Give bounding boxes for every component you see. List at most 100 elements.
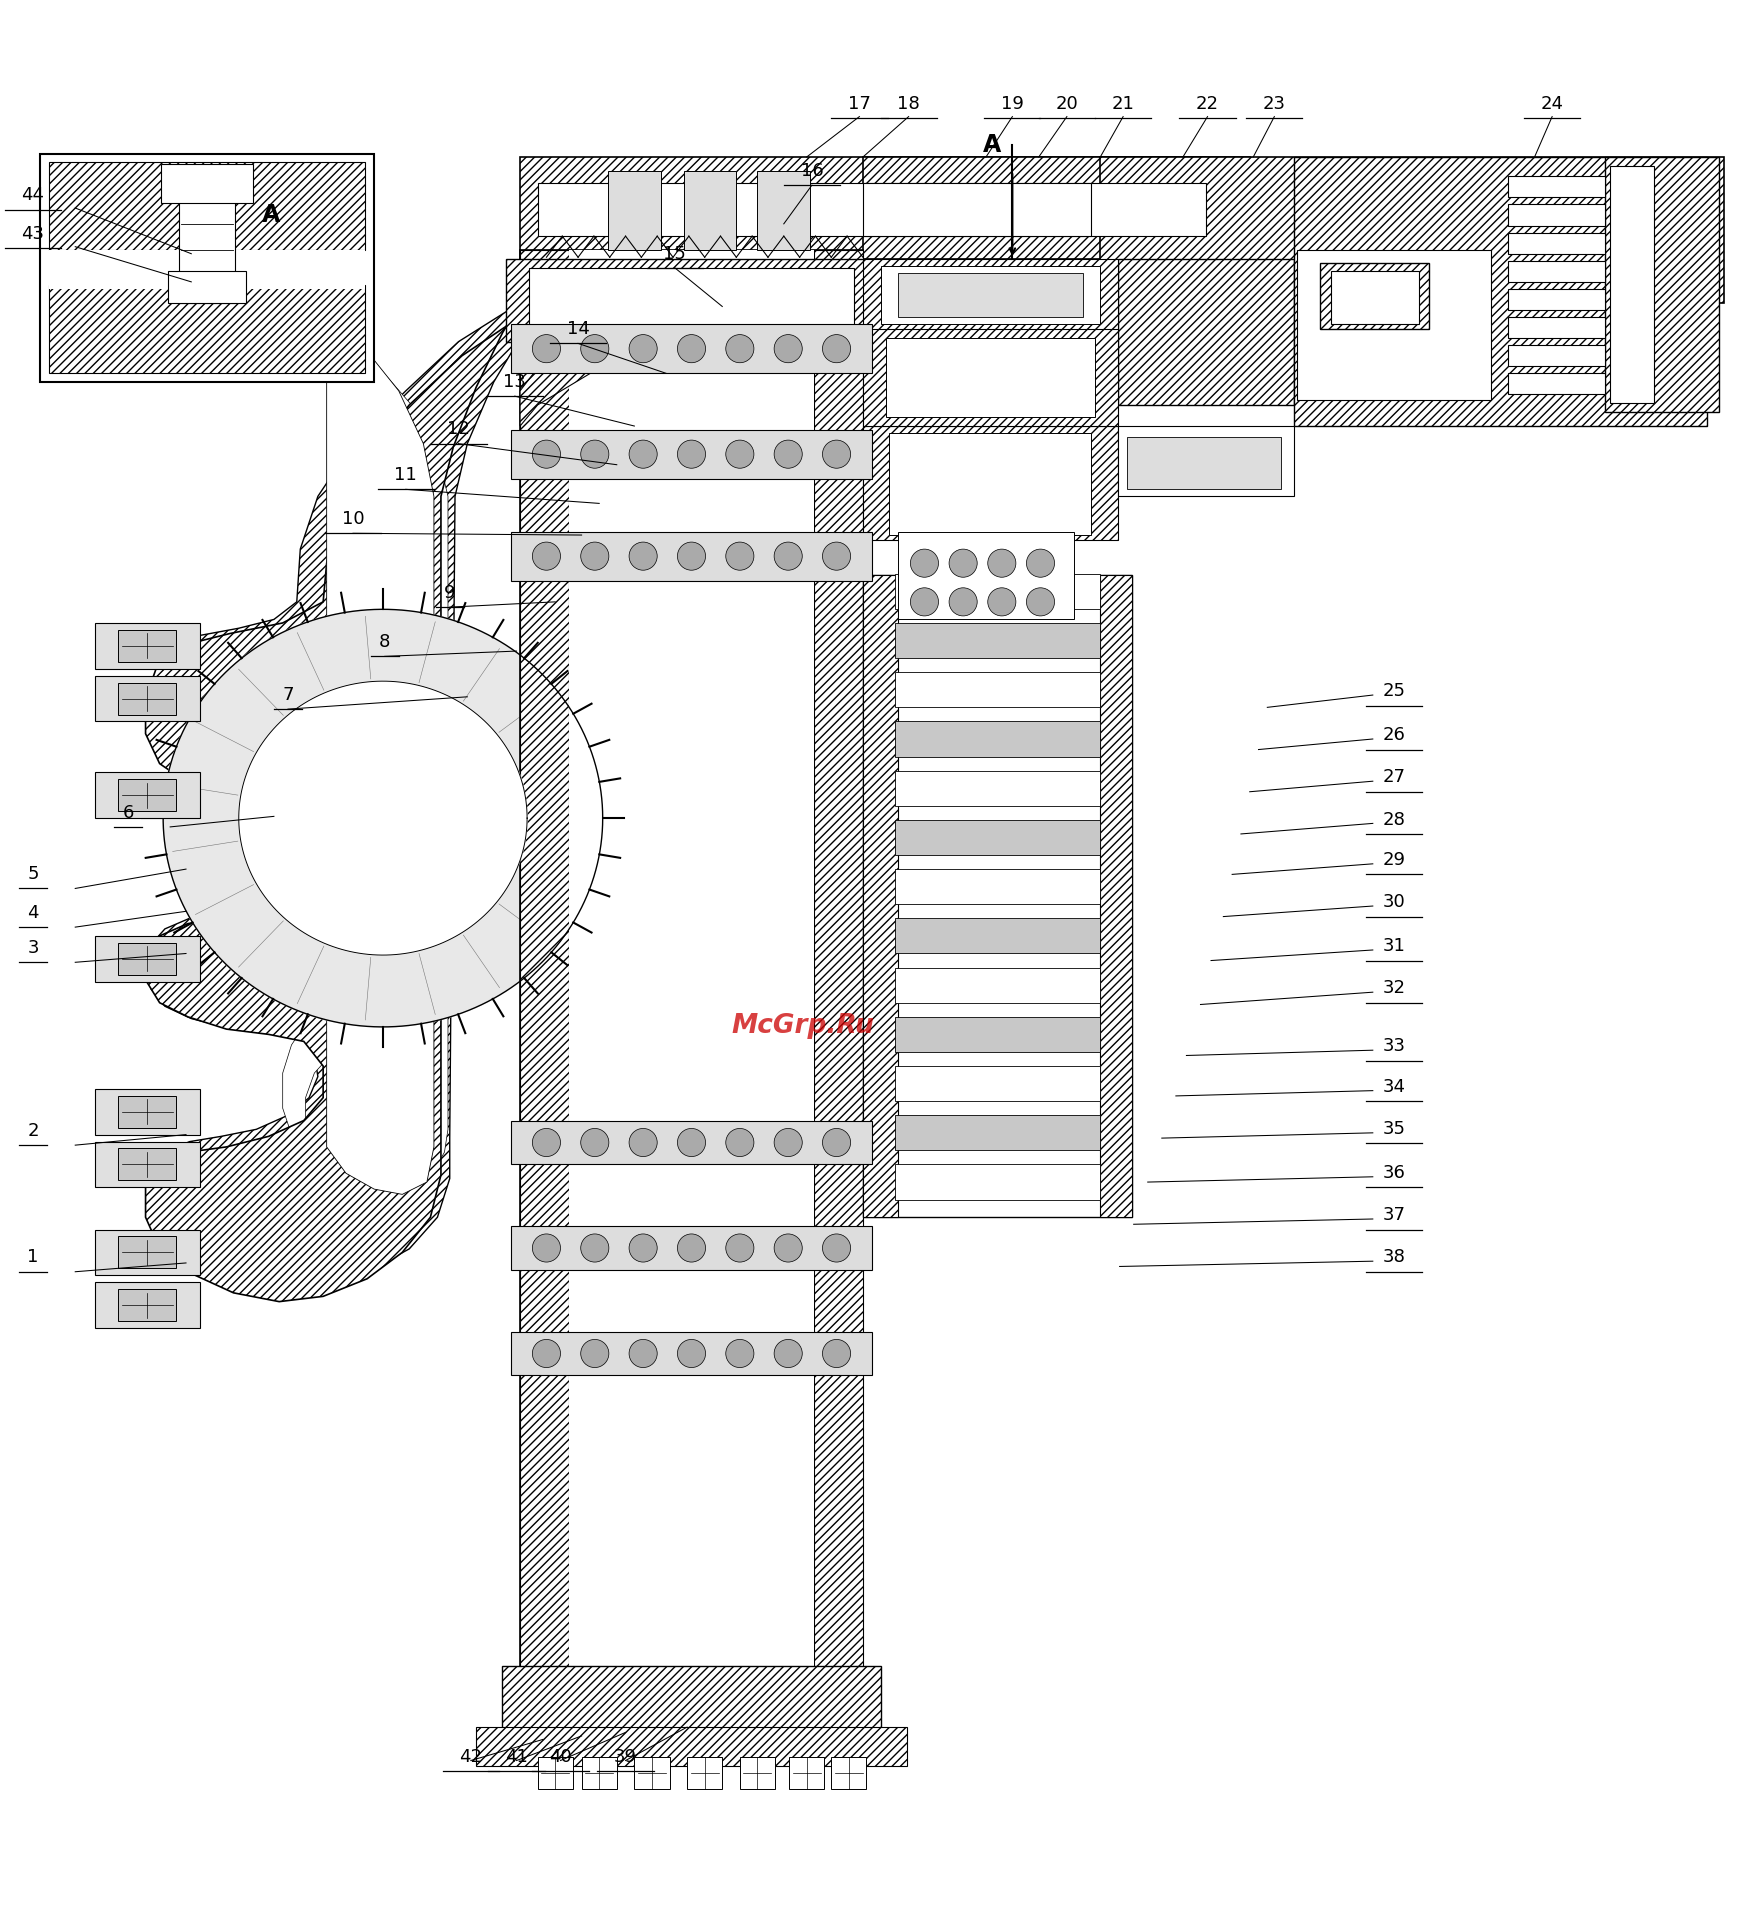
Bar — [49, 162, 365, 250]
Text: A: A — [262, 202, 280, 227]
Bar — [118, 942, 176, 974]
Polygon shape — [519, 303, 652, 425]
Circle shape — [1027, 587, 1055, 616]
Bar — [95, 1230, 201, 1276]
Bar — [831, 1756, 866, 1789]
Circle shape — [629, 441, 657, 469]
Circle shape — [726, 1339, 754, 1367]
Text: 42: 42 — [460, 1749, 483, 1766]
Bar — [1101, 156, 1724, 303]
Circle shape — [822, 542, 851, 570]
Circle shape — [532, 334, 560, 362]
Bar — [863, 259, 1118, 332]
Bar — [1298, 250, 1490, 400]
Bar — [634, 1756, 669, 1789]
Bar — [169, 271, 247, 303]
Circle shape — [910, 587, 939, 616]
Circle shape — [726, 334, 754, 362]
Text: 19: 19 — [1000, 95, 1023, 113]
Bar — [789, 1756, 824, 1789]
Bar — [1507, 374, 1604, 395]
Bar — [519, 250, 863, 1692]
Text: 4: 4 — [26, 904, 39, 921]
Text: 29: 29 — [1382, 851, 1405, 870]
Circle shape — [949, 587, 977, 616]
Bar — [1127, 437, 1282, 490]
Circle shape — [988, 587, 1016, 616]
Circle shape — [678, 1129, 706, 1156]
Text: 9: 9 — [444, 584, 456, 603]
Bar — [895, 1016, 1101, 1053]
Bar — [511, 429, 872, 479]
Circle shape — [678, 441, 706, 469]
Text: 5: 5 — [26, 866, 39, 883]
Text: 7: 7 — [282, 687, 294, 704]
Text: 15: 15 — [664, 244, 687, 263]
Text: 40: 40 — [549, 1749, 572, 1766]
Bar — [1507, 233, 1604, 254]
Bar — [49, 250, 365, 288]
Circle shape — [775, 334, 803, 362]
Bar — [502, 1665, 880, 1735]
Bar — [895, 574, 1101, 608]
Bar — [95, 1142, 201, 1188]
Text: 36: 36 — [1382, 1163, 1405, 1182]
Circle shape — [629, 334, 657, 362]
Circle shape — [822, 441, 851, 469]
Text: 3: 3 — [26, 938, 39, 957]
Circle shape — [532, 542, 560, 570]
Circle shape — [581, 542, 609, 570]
Text: 38: 38 — [1382, 1249, 1405, 1266]
Circle shape — [581, 1234, 609, 1262]
Text: McGrp.Ru: McGrp.Ru — [731, 1013, 873, 1039]
Bar — [118, 683, 176, 715]
Text: 14: 14 — [567, 320, 590, 338]
Circle shape — [775, 1339, 803, 1367]
Text: 43: 43 — [21, 225, 44, 244]
Polygon shape — [239, 681, 527, 955]
Text: 22: 22 — [1196, 95, 1219, 113]
Bar — [118, 629, 176, 662]
Bar — [95, 1282, 201, 1327]
Bar — [519, 250, 569, 1692]
Bar — [895, 870, 1101, 904]
Text: 13: 13 — [504, 374, 527, 391]
Text: 31: 31 — [1382, 936, 1405, 955]
Circle shape — [629, 1129, 657, 1156]
Bar — [95, 1089, 201, 1135]
Bar — [537, 1756, 572, 1789]
Text: 35: 35 — [1382, 1119, 1405, 1138]
Circle shape — [532, 441, 560, 469]
Circle shape — [949, 549, 977, 578]
Circle shape — [726, 1234, 754, 1262]
Circle shape — [910, 549, 939, 578]
Polygon shape — [326, 338, 433, 1194]
Bar — [505, 259, 877, 341]
Text: 6: 6 — [122, 803, 134, 822]
Bar — [880, 267, 1101, 324]
Text: 2: 2 — [26, 1121, 39, 1140]
Bar — [511, 532, 872, 582]
Bar — [95, 624, 201, 669]
Circle shape — [822, 1234, 851, 1262]
Bar — [895, 1165, 1101, 1200]
Text: 12: 12 — [447, 420, 470, 439]
Circle shape — [726, 542, 754, 570]
Text: 30: 30 — [1382, 892, 1405, 912]
Bar — [1507, 345, 1604, 366]
Bar — [519, 156, 1206, 259]
Circle shape — [678, 334, 706, 362]
Circle shape — [726, 441, 754, 469]
Polygon shape — [146, 259, 519, 1302]
Text: 21: 21 — [1111, 95, 1134, 113]
Circle shape — [581, 1129, 609, 1156]
Polygon shape — [280, 334, 447, 1186]
Text: 32: 32 — [1382, 980, 1405, 997]
Bar — [41, 153, 373, 381]
Circle shape — [775, 1129, 803, 1156]
Bar — [1507, 175, 1604, 198]
Circle shape — [581, 1339, 609, 1367]
Polygon shape — [164, 610, 602, 1026]
Circle shape — [581, 334, 609, 362]
Text: 1: 1 — [28, 1249, 39, 1266]
